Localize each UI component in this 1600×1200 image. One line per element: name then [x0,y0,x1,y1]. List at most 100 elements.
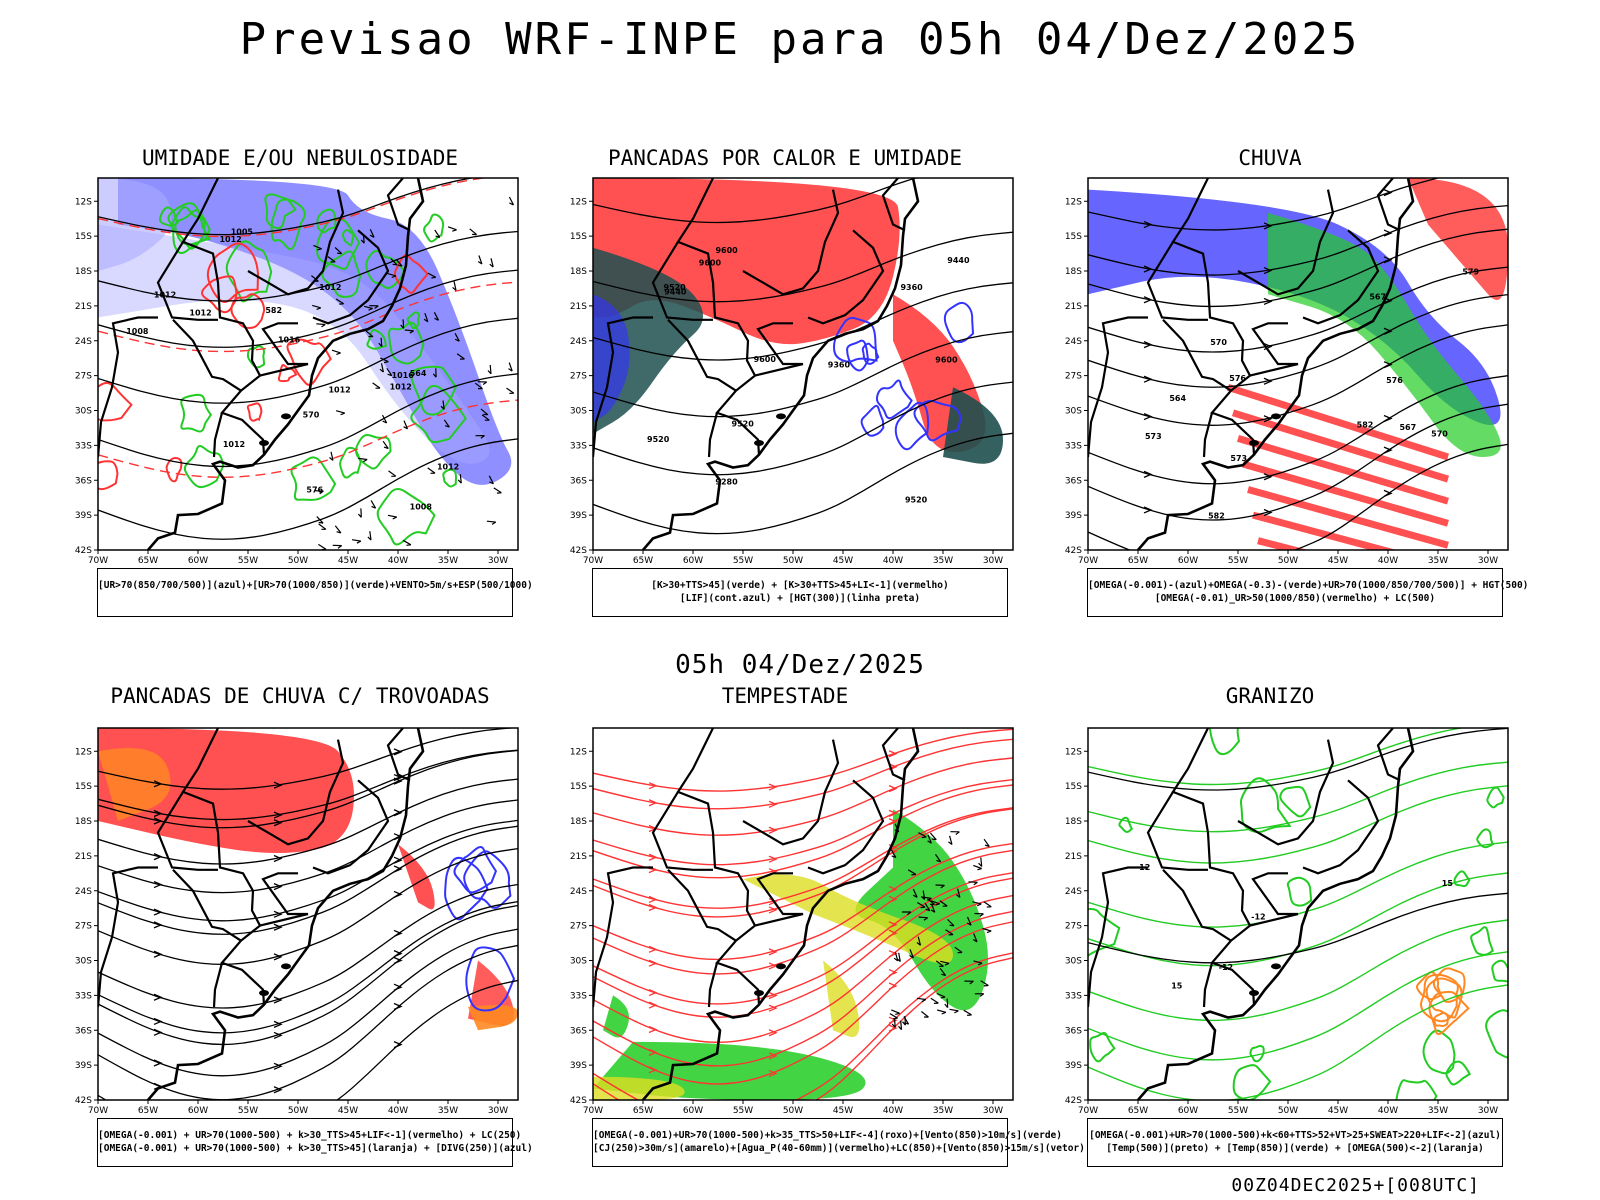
contour-label: 9520 [905,496,928,505]
flow-arrow [1263,222,1273,230]
stream-line [593,331,1013,418]
contour-line [98,460,119,491]
state-border [676,728,761,1005]
wind-vector [382,440,389,450]
state-border [181,178,266,455]
legend-line: [K>30+TTS>45](verde) + [K>30+TTS>45+LI<-… [651,580,949,591]
state-border [156,791,218,871]
stream-line [593,738,1013,810]
wind-vector [434,229,441,239]
wind-vector [402,539,412,546]
flow-arrow [1263,473,1273,481]
rain-band [1252,511,1397,550]
lon-label: 55W [733,556,753,566]
contour-label: 9360 [900,283,923,292]
lon-label: 35W [933,1106,953,1116]
stream-line [593,910,1013,1067]
lon-label: 50W [1278,1106,1298,1116]
legend-line: [OMEGA(-0.001)+UR>70(1000-500)+k>35_TTS>… [593,1130,1062,1141]
flow-arrow [153,809,163,818]
lat-label: 30S [1065,407,1082,417]
wind-vector [378,337,383,347]
lon-label: 45W [1328,556,1348,566]
lat-label: 27S [1065,922,1082,932]
lat-label: 42S [570,1096,587,1106]
contour-line [355,434,392,470]
lon-label: 65W [1128,1106,1148,1116]
contour-label: 1012 [390,383,412,392]
lat-label: 42S [75,1096,92,1106]
field-area [98,747,171,821]
flow-arrow [648,799,658,807]
lagoon [776,963,786,970]
state-border [742,189,840,296]
wind-vector [379,357,389,364]
contour-label: 9440 [947,256,970,265]
state-border [386,178,411,232]
rain-band [1236,435,1450,505]
lon-label: 55W [1228,556,1248,566]
flow-arrow [273,854,283,863]
contour-label: 567 [1369,292,1386,301]
wind-vector [447,226,457,232]
wind-vector [948,835,953,845]
contour-line [183,445,225,489]
wind-vector [475,435,485,439]
flow-arrow [1143,220,1153,229]
flow-arrow [1383,446,1393,454]
wind-vector [395,258,403,267]
lon-label: 60W [1178,556,1198,566]
contour-line [861,342,880,365]
lat-label: 27S [75,372,92,382]
contour-line [444,856,489,921]
legend-line: [OMEGA(-0.01)_UR>50(1000/850)(vermelho) … [1154,593,1436,604]
state-border [1088,866,1148,1008]
map-frame [592,727,1014,1101]
lagoon [259,990,269,997]
lat-label: 18S [1065,817,1082,827]
stream-line [98,904,518,1046]
contour-line [341,229,355,247]
contour-label: 579 [1462,268,1479,277]
contour-line [171,206,206,250]
lat-label: 21S [75,302,92,312]
stream-line [98,819,518,922]
lat-label: 15S [1065,232,1082,242]
wind-vector [351,539,362,544]
flow-arrow [648,903,658,912]
flow-arrow [1383,229,1393,237]
field-area [1408,178,1508,301]
lon-label: 65W [633,556,653,566]
field-area [603,995,629,1038]
wind-vector [370,500,377,509]
flow-arrow [273,781,283,789]
lon-label: 65W [138,1106,158,1116]
lat-label: 24S [75,887,92,897]
wind-vector [477,381,488,385]
contour-label: -12 [1219,963,1233,972]
wind-vector [331,349,341,355]
wind-vector [318,523,327,530]
flow-arrow [1143,296,1153,304]
lat-label: 24S [75,337,92,347]
stream-line [98,799,518,894]
lon-label: 60W [1178,1106,1198,1116]
lagoon [281,413,291,420]
contour-line [1433,1012,1450,1027]
flow-arrow [1383,414,1393,423]
lat-label: 39S [1065,511,1082,521]
wind-vector [334,247,343,255]
stream-line [593,807,1013,909]
map-frame [1087,727,1509,1101]
flow-arrow [769,1109,776,1115]
state-border [312,779,390,875]
lat-label: 18S [75,267,92,277]
wind-vector [314,490,324,495]
flow-arrow [888,809,898,817]
wind-vector [488,475,494,485]
wind-vector [432,368,437,378]
stream-line [1088,403,1508,521]
map-content: 1012 1012 1016 1012 1012 1012 1008 1012 1012 1012… [98,178,518,550]
flow-arrow [648,895,658,904]
contour-line [270,198,306,251]
